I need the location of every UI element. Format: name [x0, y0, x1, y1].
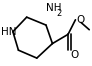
Text: 2: 2 [57, 9, 62, 18]
Text: NH: NH [46, 3, 61, 13]
Text: HN: HN [1, 27, 16, 37]
Text: O: O [70, 50, 78, 60]
Text: O: O [76, 15, 85, 25]
